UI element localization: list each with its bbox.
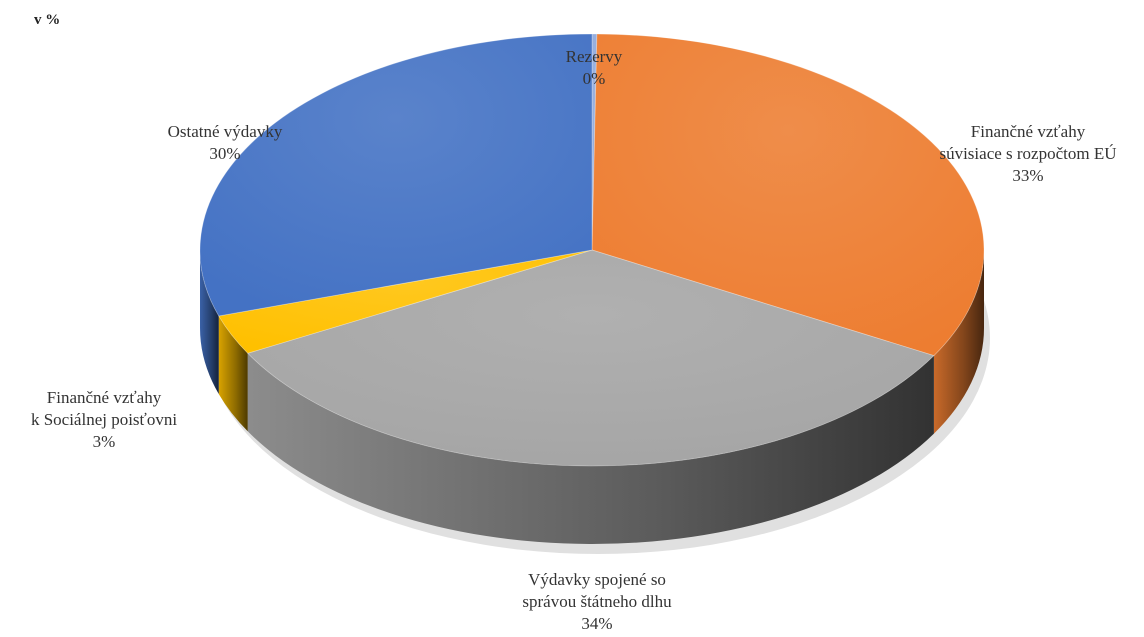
data-label-line: Rezervy — [566, 47, 623, 66]
data-label-line: správou štátneho dlhu — [522, 592, 672, 611]
data-label-4: Ostatné výdavky 30% — [168, 122, 283, 163]
data-label-2: Výdavky spojené so správou štátneho dlhu 3… — [522, 570, 672, 633]
data-label-line: k Sociálnej poisťovni — [31, 410, 177, 429]
pie-slice-3 — [218, 249, 593, 354]
data-label-line: 0% — [583, 69, 606, 88]
data-label-line: 3% — [93, 432, 116, 451]
pie-slice-0 — [591, 33, 598, 251]
pie-slice-4 — [199, 33, 593, 317]
pie-slice-2 — [246, 249, 935, 467]
data-label-0: Rezervy 0% — [566, 47, 623, 88]
data-label-line: Ostatné výdavky — [168, 122, 283, 141]
slice-side-3 — [218, 315, 248, 432]
pie-slices — [199, 33, 985, 467]
data-labels: Rezervy 0% Finančné vzťahy súvisiace s rozp… — [31, 47, 1117, 633]
data-label-line: súvisiace s rozpočtom EÚ — [939, 144, 1116, 163]
pie-sides — [200, 250, 984, 545]
slice-side-1 — [933, 250, 984, 434]
data-label-line: 34% — [581, 614, 612, 633]
slice-side-4 — [200, 250, 219, 394]
data-label-line: Finančné vzťahy — [47, 388, 162, 407]
pie-slice-1 — [591, 33, 985, 357]
slice-side-2 — [247, 353, 934, 545]
unit-label: v % — [34, 12, 61, 28]
data-label-line: Výdavky spojené so — [528, 570, 666, 589]
data-label-line: 33% — [1012, 166, 1043, 185]
data-label-line: Finančné vzťahy — [971, 122, 1086, 141]
data-label-line: 30% — [209, 144, 240, 163]
data-label-1: Finančné vzťahy súvisiace s rozpočtom EÚ 3… — [939, 122, 1116, 185]
data-label-3: Finančné vzťahy k Sociálnej poisťovni 3% — [31, 388, 177, 451]
